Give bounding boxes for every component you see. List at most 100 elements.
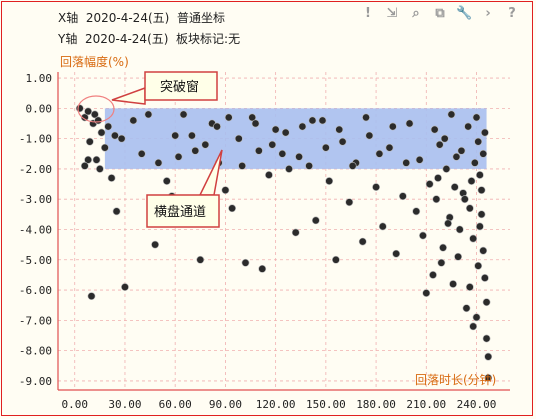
data-point bbox=[385, 143, 394, 152]
y-axis-title: 回落幅度(%) bbox=[60, 54, 129, 69]
copy-icon[interactable]: ⧉ bbox=[435, 6, 445, 21]
data-point bbox=[392, 249, 401, 258]
sideways-channel-band bbox=[104, 108, 487, 169]
data-point bbox=[238, 161, 247, 170]
data-point bbox=[111, 131, 119, 140]
data-point bbox=[484, 373, 493, 382]
data-point bbox=[470, 158, 479, 167]
x-tick-labels: 0.00 30.00 60.00 90.00 120.00 150.00 180.00 210… bbox=[61, 398, 496, 411]
y-tick-labels: 1.00 0.00 -1.00 -2.00 -3.00 -4.00 -5.00 -6.00 -7… bbox=[19, 72, 52, 388]
data-point bbox=[348, 161, 357, 170]
data-point bbox=[129, 116, 138, 125]
data-point bbox=[258, 264, 267, 273]
data-point bbox=[375, 149, 384, 158]
data-point bbox=[268, 140, 277, 149]
data-point bbox=[464, 122, 473, 131]
data-point bbox=[234, 134, 243, 143]
x-axis-title: 回落时长(分钟) bbox=[415, 372, 496, 387]
data-point bbox=[285, 165, 293, 173]
data-point bbox=[472, 113, 481, 122]
data-point bbox=[480, 274, 489, 282]
data-point bbox=[87, 292, 96, 301]
x-tick-label: 180.00 bbox=[356, 398, 396, 411]
data-point bbox=[84, 155, 93, 164]
data-point bbox=[430, 125, 439, 134]
y-tick-label: -9.00 bbox=[19, 375, 52, 388]
data-point bbox=[474, 137, 483, 146]
data-point bbox=[335, 125, 344, 134]
y-tick-label: -8.00 bbox=[19, 345, 52, 358]
data-point bbox=[358, 237, 367, 246]
data-point bbox=[465, 283, 474, 291]
data-point bbox=[365, 131, 374, 140]
data-point bbox=[308, 116, 317, 125]
x-tick-label: 240.00 bbox=[457, 398, 497, 411]
data-point bbox=[154, 158, 163, 167]
data-point bbox=[201, 140, 210, 149]
data-point bbox=[457, 146, 466, 155]
data-point bbox=[452, 152, 461, 161]
data-point bbox=[440, 134, 449, 143]
data-point bbox=[437, 258, 446, 267]
data-point bbox=[434, 174, 442, 182]
zoom-icon[interactable]: ⌕ bbox=[412, 6, 420, 21]
data-point bbox=[97, 128, 106, 137]
data-point bbox=[151, 240, 159, 249]
exclamation-icon[interactable]: ! bbox=[365, 6, 371, 21]
data-point bbox=[221, 186, 230, 195]
data-point bbox=[469, 322, 478, 331]
toolbar: ! ⇲ ⌕ ⧉ 🔧 ›? bbox=[360, 6, 520, 22]
data-point bbox=[325, 177, 334, 185]
x-tick-label: 30.00 bbox=[108, 398, 141, 411]
data-point bbox=[469, 234, 478, 243]
data-point bbox=[472, 313, 481, 322]
data-point bbox=[241, 258, 250, 267]
data-point bbox=[465, 204, 474, 213]
data-point bbox=[429, 271, 437, 279]
breakout-pointer bbox=[111, 86, 146, 105]
y-tick-label: -3.00 bbox=[19, 193, 52, 206]
data-point bbox=[482, 334, 491, 343]
data-point bbox=[196, 255, 205, 264]
data-point bbox=[251, 119, 260, 128]
data-point bbox=[378, 222, 387, 231]
data-point bbox=[362, 113, 370, 122]
data-point bbox=[405, 119, 414, 128]
data-point bbox=[104, 122, 113, 131]
data-point bbox=[482, 298, 491, 307]
data-point bbox=[345, 198, 354, 207]
data-point bbox=[338, 137, 347, 146]
breakout-callout: 突破窗 bbox=[77, 71, 218, 123]
x-tick-label: 210.00 bbox=[406, 398, 446, 411]
data-point bbox=[174, 152, 183, 161]
wrench-icon[interactable]: 🔧 bbox=[456, 6, 473, 21]
data-point bbox=[107, 174, 116, 182]
data-point bbox=[95, 165, 104, 173]
data-point bbox=[228, 204, 237, 213]
y-tick-label: -5.00 bbox=[19, 254, 52, 267]
breakout-box bbox=[144, 71, 218, 101]
x-tick-label: 120.00 bbox=[256, 398, 296, 411]
y-axis-setting[interactable]: Y轴 2020-4-24(五) 板块标记:无 bbox=[58, 32, 241, 46]
data-point bbox=[179, 110, 188, 119]
data-point bbox=[467, 177, 476, 185]
data-point bbox=[321, 143, 330, 152]
data-point bbox=[80, 113, 89, 122]
data-point bbox=[425, 180, 434, 188]
data-points bbox=[75, 104, 493, 382]
data-point bbox=[432, 195, 441, 204]
channel-callout: 横盘通道 bbox=[146, 149, 223, 228]
y-tick-label: -4.00 bbox=[19, 223, 52, 236]
chevron-right-icon[interactable]: › bbox=[485, 6, 491, 21]
x-axis-setting[interactable]: X轴 2020-4-24(五) 普通坐标 bbox=[58, 11, 225, 25]
y-tick-label: -6.00 bbox=[19, 284, 52, 297]
data-point bbox=[248, 113, 257, 122]
export-icon[interactable]: ⇲ bbox=[386, 6, 398, 21]
help-icon[interactable]: ? bbox=[508, 6, 516, 21]
data-point bbox=[480, 128, 489, 137]
data-point bbox=[455, 225, 464, 234]
y-tick-label: -1.00 bbox=[19, 133, 52, 146]
data-point bbox=[422, 289, 431, 297]
